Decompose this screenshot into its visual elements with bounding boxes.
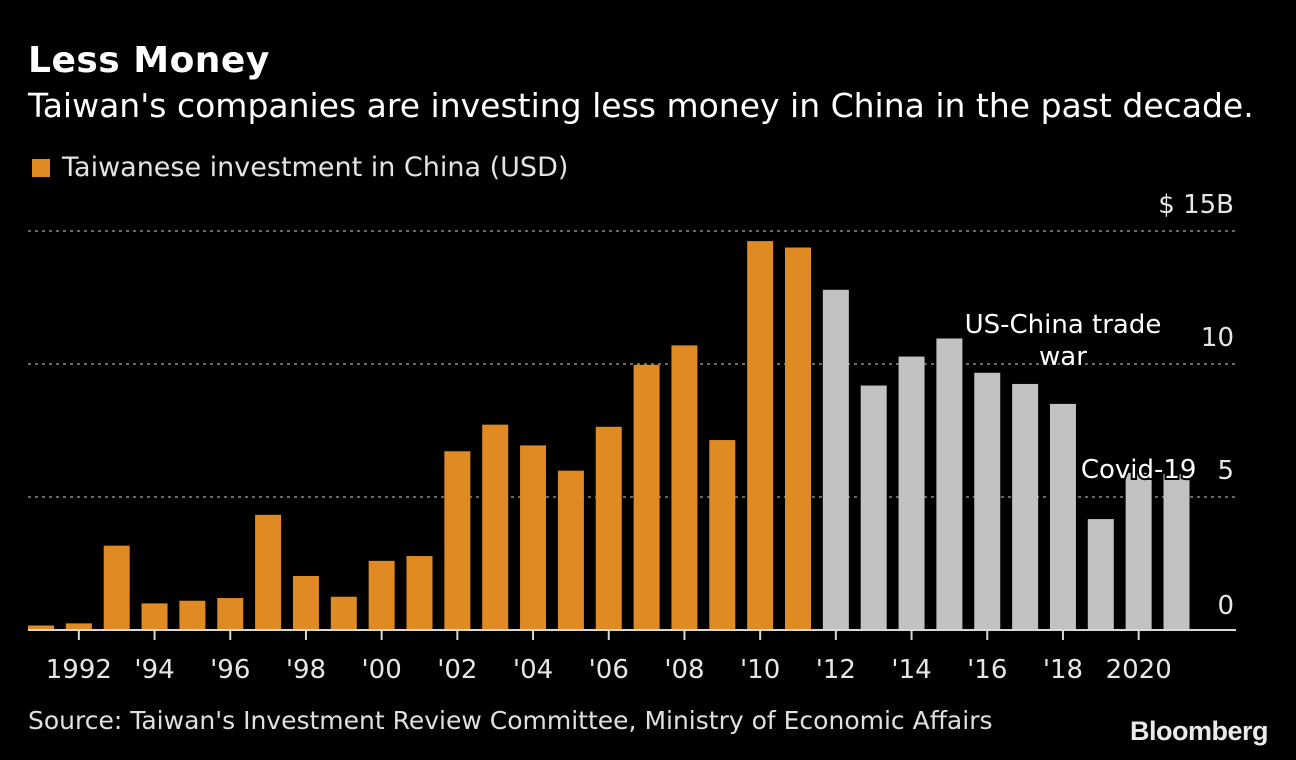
bar [482,424,509,630]
bar [785,247,811,630]
legend: Taiwanese investment in China (USD) [32,152,568,183]
bar [141,603,168,630]
legend-swatch [32,158,50,177]
bar [557,470,584,630]
bar [406,556,433,630]
bar [898,356,925,630]
bar [65,623,92,630]
bar [671,345,698,630]
bar [255,514,282,630]
bar [1049,403,1076,630]
source-note: Source: Taiwan's Investment Review Commi… [28,706,993,735]
bar [520,445,547,630]
x-tick-label: '14 [891,655,931,685]
chart-title: Less Money [28,40,270,81]
bar [28,625,54,630]
x-tick-label: 1992 [46,655,112,685]
legend-label: Taiwanese investment in China (USD) [62,152,569,183]
x-tick-label: '10 [740,655,780,685]
y-tick-label: 10 [1201,323,1234,353]
x-tick-label: '08 [664,655,704,685]
bar [444,451,471,630]
x-tick-label: '02 [437,655,477,685]
bloomberg-logo: Bloomberg [1129,716,1269,746]
annotation-label: Covid-19 [1081,455,1197,485]
bar [368,560,395,630]
bar [1012,383,1039,630]
x-tick-label: '06 [589,655,629,685]
bar [822,289,849,630]
bar [292,576,319,630]
bar [103,545,130,630]
bar [974,372,1001,630]
chart-subtitle: Taiwan's companies are investing less mo… [28,86,1254,125]
bar [1087,519,1114,630]
y-tick-label: 0 [1217,591,1234,621]
x-tick-label: '04 [513,655,553,685]
bar [330,596,357,630]
x-tick-label: '18 [1043,655,1083,685]
annotation-label: US-China trade [965,310,1162,340]
x-tick-label: '00 [362,655,402,685]
bar [936,338,963,630]
y-tick-label: 5 [1217,456,1234,486]
x-tick-label: '16 [967,655,1007,685]
bar [747,241,774,630]
x-tick-label: 2020 [1106,655,1172,685]
bar [1125,472,1152,630]
x-tick-label: '94 [134,655,174,685]
bar [595,426,622,630]
bar [633,364,660,630]
bar-chart: $ 15B 10 5 0 1992 '94 '96 '98 '00 '02 '04 '06 '08 '10… [28,190,1236,685]
bar [217,598,244,630]
bar [179,600,206,630]
bar [709,440,736,630]
x-tick-label: '12 [816,655,856,685]
x-tick-label: '98 [286,655,326,685]
x-tick-label: '96 [210,655,250,685]
bar [1163,474,1190,630]
y-tick-label: $ 15B [1158,190,1234,220]
bar [860,385,887,630]
annotation-label: war [1039,342,1087,372]
